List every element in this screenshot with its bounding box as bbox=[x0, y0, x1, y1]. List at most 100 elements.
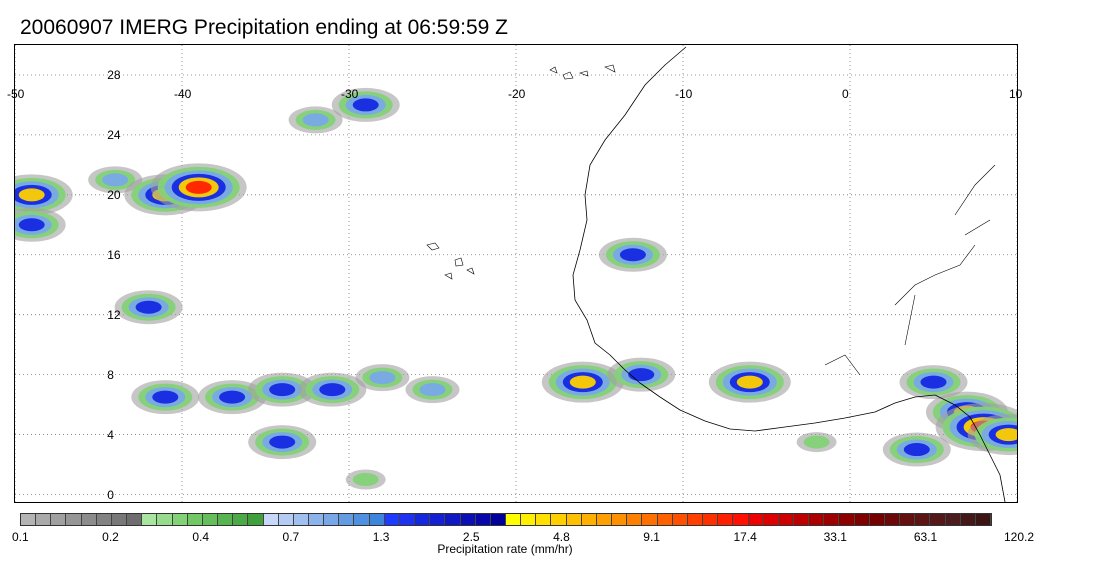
colorbar-swatch bbox=[839, 514, 855, 525]
colorbar-swatch bbox=[111, 514, 128, 525]
colorbar-swatch bbox=[824, 514, 840, 525]
rain-cell bbox=[345, 469, 386, 490]
colorbar-tick-label: 120.2 bbox=[1004, 530, 1035, 544]
rain-cell-ring bbox=[736, 375, 763, 389]
rain-cell-ring bbox=[628, 368, 655, 382]
colorbar-swatch bbox=[930, 514, 946, 525]
colorbar-swatch bbox=[536, 514, 552, 525]
colorbar-swatch bbox=[581, 514, 597, 525]
colorbar-swatch bbox=[21, 514, 37, 525]
lat-tick-label: 24 bbox=[107, 127, 121, 142]
gridlines bbox=[15, 45, 1017, 502]
rain-cell-ring bbox=[185, 180, 212, 194]
colorbar-tick-label: 2.5 bbox=[462, 530, 480, 544]
rain-cell bbox=[15, 174, 73, 216]
colorbar bbox=[20, 513, 992, 526]
colorbar-title: Precipitation rate (mm/hr) bbox=[437, 542, 573, 556]
rain-cell bbox=[607, 357, 676, 392]
rain-cell-ring bbox=[152, 390, 179, 404]
colorbar-tick-label: 9.1 bbox=[643, 530, 660, 544]
islands-canaries bbox=[549, 64, 616, 80]
rain-cell bbox=[541, 361, 624, 403]
rain-cell-ring bbox=[995, 428, 1017, 442]
rain-cell bbox=[598, 237, 667, 272]
rain-cell-ring bbox=[135, 300, 162, 314]
colorbar-swatch bbox=[460, 514, 476, 525]
colorbar-swatch bbox=[884, 514, 901, 525]
colorbar-tick-label: 0.7 bbox=[282, 530, 300, 544]
colorbar-swatch bbox=[809, 514, 825, 525]
rain-cell bbox=[355, 364, 410, 392]
colorbar-swatch bbox=[445, 514, 461, 525]
colorbar-swatch bbox=[187, 514, 203, 525]
colorbar-tick-label: 1.3 bbox=[372, 530, 390, 544]
lat-tick-label: 16 bbox=[107, 247, 121, 262]
rain-cell bbox=[15, 207, 66, 242]
colorbar-swatch bbox=[778, 514, 794, 525]
colorbar-swatch bbox=[657, 514, 673, 525]
rain-cell-ring bbox=[569, 375, 596, 389]
colorbar-swatch bbox=[339, 514, 355, 525]
rain-cell-ring bbox=[302, 113, 329, 127]
colorbar-swatch bbox=[96, 514, 112, 525]
colorbar-tick-label: 0.4 bbox=[192, 530, 210, 544]
colorbar-swatch bbox=[718, 514, 734, 525]
rain-cell-ring bbox=[369, 371, 396, 385]
colorbar-swatch bbox=[566, 514, 582, 525]
lon-tick-label: 10 bbox=[1009, 87, 1023, 102]
rain-cell bbox=[331, 87, 400, 122]
rivers-east bbox=[824, 164, 996, 376]
coastline-east-bight bbox=[934, 394, 1006, 502]
colorbar-swatch bbox=[748, 514, 764, 525]
rain-cell bbox=[288, 106, 343, 134]
colorbar-swatch bbox=[551, 514, 567, 525]
colorbar-swatch bbox=[369, 514, 385, 525]
map-title: 20060907 IMERG Precipitation ending at 0… bbox=[20, 16, 508, 39]
rain-cell bbox=[796, 432, 837, 453]
colorbar-tick-label: 33.1 bbox=[823, 530, 847, 544]
colorbar-tick-label: 0.2 bbox=[102, 530, 119, 544]
colorbar-swatch bbox=[293, 514, 309, 525]
rain-cell bbox=[150, 163, 247, 212]
colorbar-swatch bbox=[506, 514, 522, 525]
colorbar-swatch bbox=[763, 514, 779, 525]
colorbar-swatch bbox=[172, 514, 188, 525]
rain-cell bbox=[967, 414, 1017, 456]
islands-cape-verde bbox=[426, 242, 475, 280]
colorbar-swatch bbox=[51, 514, 67, 525]
lon-tick-label: 0 bbox=[842, 87, 849, 102]
lat-tick-label: 12 bbox=[107, 307, 121, 322]
rain-cell bbox=[708, 361, 791, 403]
colorbar-tick-label: 4.8 bbox=[553, 530, 570, 544]
rain-cell-ring bbox=[319, 383, 346, 397]
colorbar-tick-label: 17.4 bbox=[733, 530, 757, 544]
colorbar-swatch bbox=[218, 514, 234, 525]
rain-cell-ring bbox=[419, 383, 446, 397]
rain-cell-ring bbox=[903, 443, 930, 457]
rain-cell-ring bbox=[219, 390, 246, 404]
rain-cell-ring bbox=[269, 435, 296, 449]
precipitation-map bbox=[14, 44, 1018, 503]
colorbar-swatch bbox=[399, 514, 416, 525]
lat-tick-label: 8 bbox=[107, 367, 114, 382]
colorbar-swatch bbox=[324, 514, 340, 525]
colorbar-swatch bbox=[278, 514, 294, 525]
colorbar-swatch bbox=[248, 514, 264, 525]
colorbar-swatch bbox=[612, 514, 628, 525]
colorbar-swatch bbox=[521, 514, 537, 525]
colorbar-tick-label: 0.1 bbox=[12, 530, 29, 544]
rain-cell bbox=[248, 425, 317, 460]
colorbar-swatch bbox=[263, 514, 279, 525]
rain-cell-ring bbox=[102, 173, 129, 187]
rain-cell bbox=[405, 376, 460, 404]
colorbar-swatch bbox=[36, 514, 52, 525]
colorbar-swatch bbox=[627, 514, 643, 525]
colorbar-swatch bbox=[642, 514, 658, 525]
rain-cell bbox=[88, 166, 143, 194]
rain-cell bbox=[131, 380, 200, 415]
colorbar-swatch bbox=[687, 514, 704, 525]
lon-tick-label: -10 bbox=[675, 87, 693, 102]
colorbar-swatch bbox=[733, 514, 749, 525]
colorbar-swatch bbox=[354, 514, 370, 525]
colorbar-tick-label: 63.1 bbox=[913, 530, 938, 544]
